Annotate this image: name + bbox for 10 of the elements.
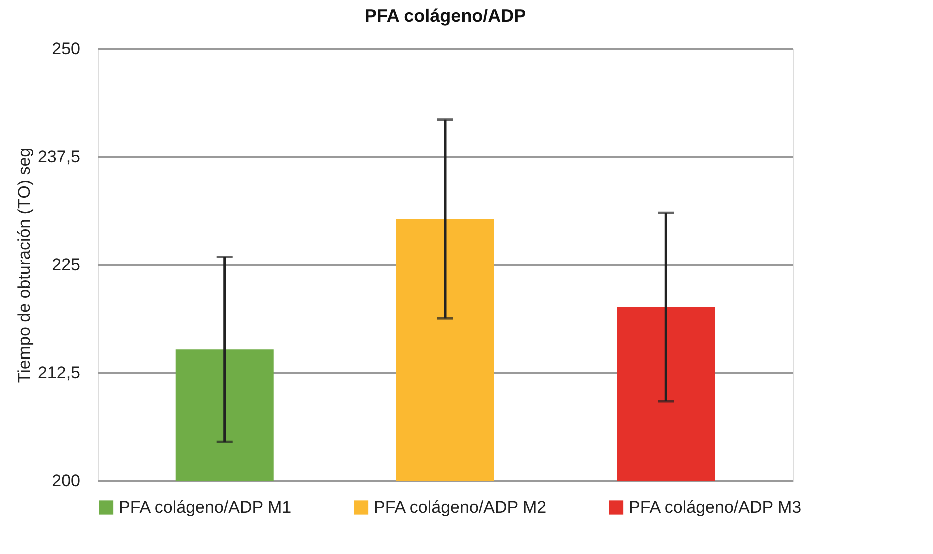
- y-axis-title: Tiempo de obturación (TO) seg: [14, 148, 34, 384]
- legend-label: PFA colágeno/ADP M2: [374, 498, 547, 517]
- y-tick-label: 250: [52, 40, 80, 58]
- y-tick-label: 237,5: [38, 148, 80, 166]
- y-tick-label: 225: [52, 256, 80, 274]
- legend-label: PFA colágeno/ADP M1: [119, 498, 292, 517]
- y-tick-label: 200: [52, 472, 80, 490]
- y-tick-label: 212,5: [38, 364, 80, 382]
- chart-title: PFA colágeno/ADP: [364, 6, 526, 26]
- legend-label: PFA colágeno/ADP M3: [629, 498, 802, 517]
